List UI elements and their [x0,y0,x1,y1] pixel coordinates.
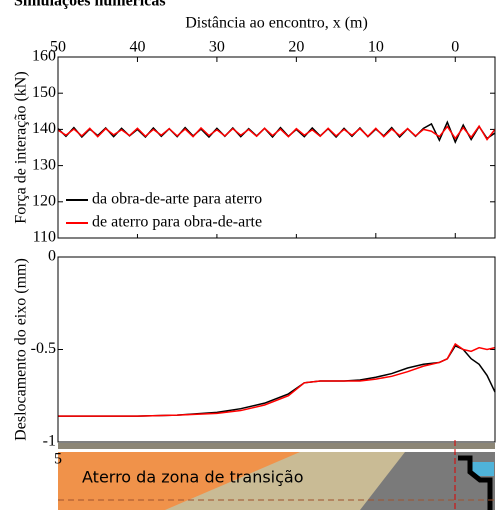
x-tick-label: 30 [209,39,225,56]
y-tick-label: 0 [48,248,56,265]
x-tick-label: 50 [50,39,66,56]
legend-label: de aterro para obra-de-arte [92,214,262,231]
y-tick-label: -0.5 [31,340,56,357]
depth-label: 5 [54,451,62,468]
plot-area [58,257,495,442]
heading: Simulações numéricas [14,0,166,10]
x-tick-label: 0 [451,39,459,56]
x-tick-label: 20 [288,39,304,56]
chart: Simulações numéricas 1101201301401501605… [0,0,500,510]
x-axis-label: Distância ao encontro, x (m) [185,15,368,32]
y-tick-label: 120 [32,192,56,209]
y-tick-label: -1 [43,433,56,450]
y-axis-label: Deslocamento do eixo (mm) [13,258,30,441]
zone-label: Aterro da zona de transição [82,468,304,487]
y-tick-label: 150 [32,84,56,101]
y-tick-label: 130 [32,156,56,173]
x-tick-label: 10 [368,39,384,56]
y-tick-label: 140 [32,120,56,137]
x-tick-label: 40 [129,39,145,56]
embankment-diagram: 5 Aterro da zona de transição [54,440,495,510]
y-tick-label: 110 [33,229,56,246]
y-axis-label: Força de interação (kN) [13,71,30,223]
track-layer [58,443,495,449]
legend-label: da obra-de-arte para aterro [92,191,262,208]
